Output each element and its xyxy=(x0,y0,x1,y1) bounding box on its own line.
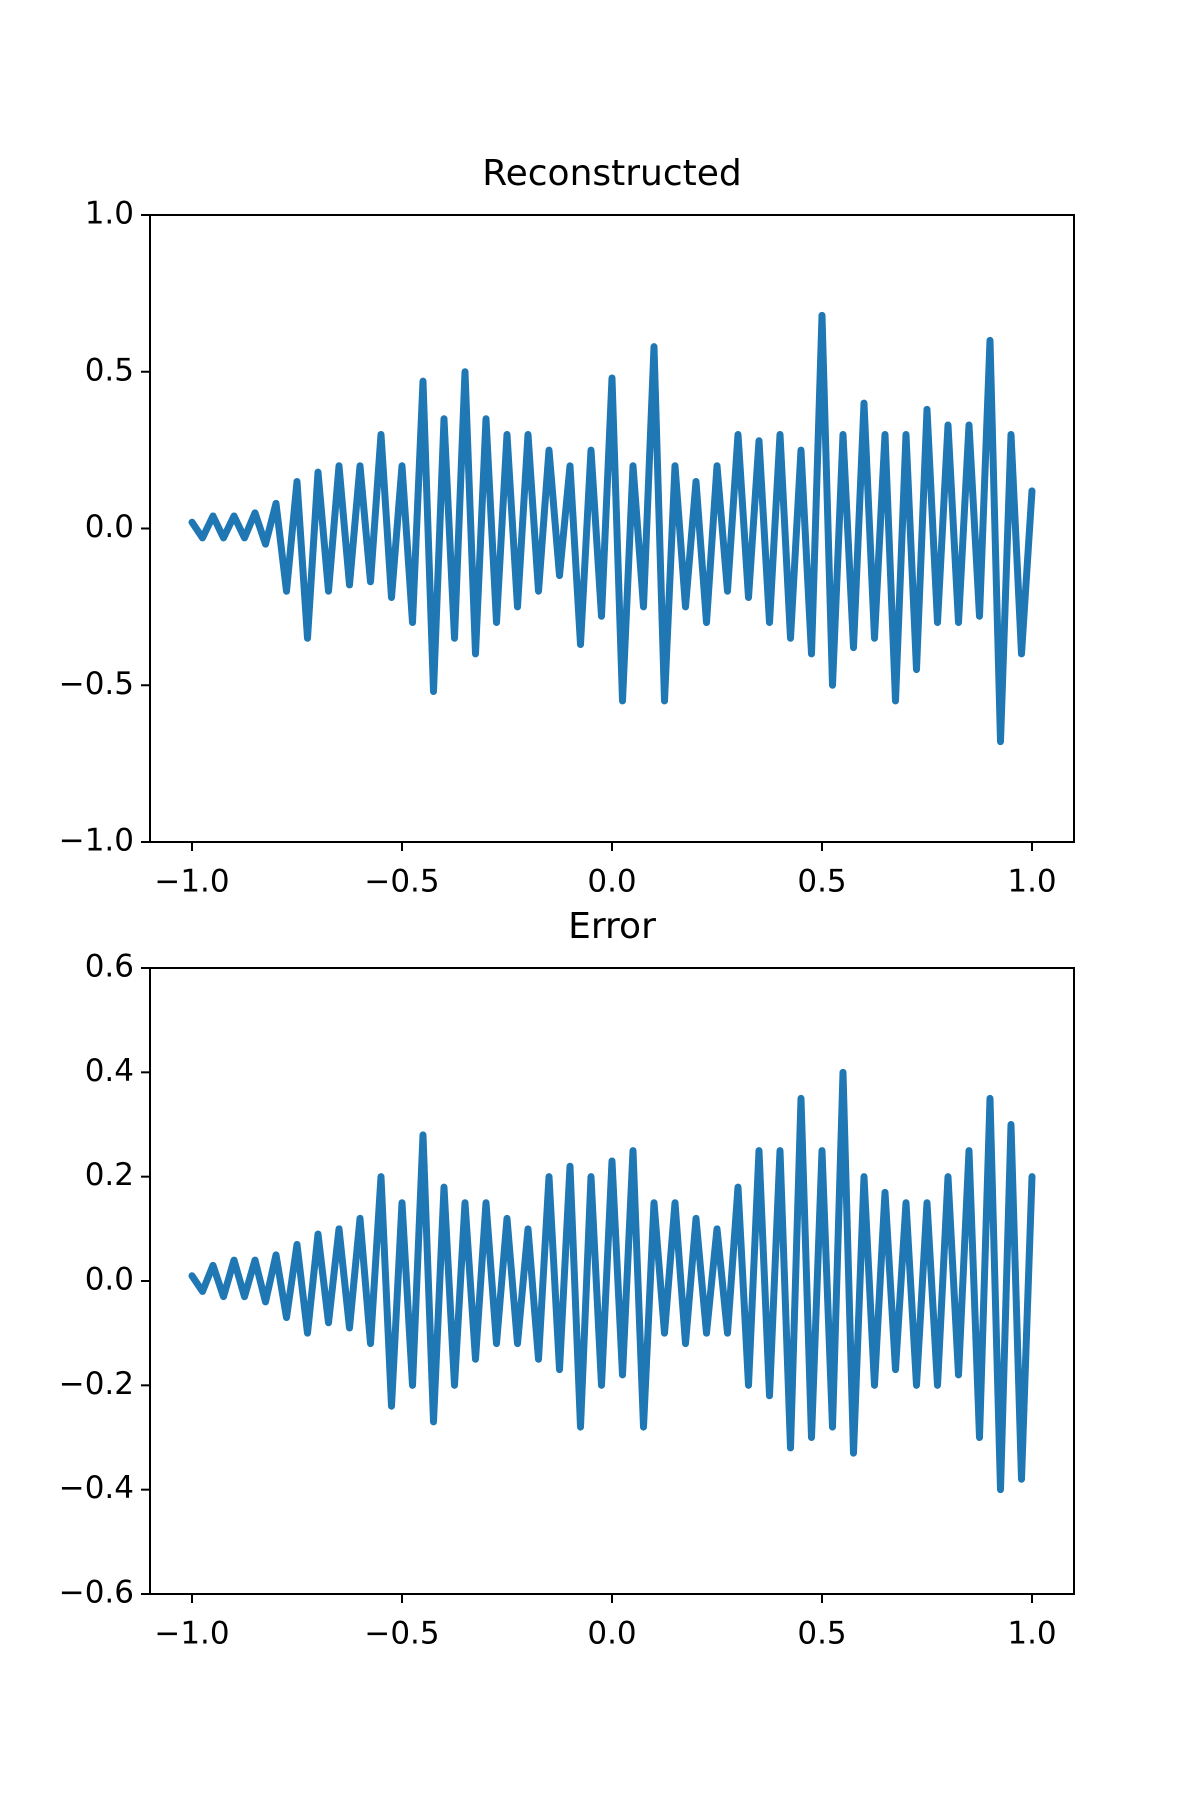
x-tick-label: 1.0 xyxy=(1007,864,1056,900)
data-line xyxy=(188,311,1036,746)
x-tick-label: −1.0 xyxy=(154,864,229,900)
y-tick-label: 0.0 xyxy=(85,1262,134,1298)
y-tick-label: −0.5 xyxy=(59,666,134,702)
y-tick-label: 0.6 xyxy=(85,949,134,985)
y-tick-label: 0.0 xyxy=(85,509,134,545)
y-tick-label: −0.4 xyxy=(59,1470,134,1506)
x-tick-label: 0.5 xyxy=(797,1616,846,1652)
y-tick-label: 0.5 xyxy=(85,352,134,388)
chart-title: Reconstructed xyxy=(482,153,742,194)
y-tick-label: 0.2 xyxy=(85,1157,134,1193)
data-line xyxy=(188,1068,1036,1494)
y-tick-label: −0.6 xyxy=(59,1575,134,1611)
y-tick-label: −1.0 xyxy=(59,823,134,859)
y-tick-label: 1.0 xyxy=(85,196,134,232)
chart-title: Error xyxy=(568,906,656,947)
x-tick-label: 0.5 xyxy=(797,864,846,900)
y-tick-label: −0.2 xyxy=(59,1366,134,1402)
x-tick-label: −0.5 xyxy=(364,864,439,900)
x-tick-label: 0.0 xyxy=(587,1616,636,1652)
y-tick-label: 0.4 xyxy=(85,1053,134,1089)
x-tick-label: −1.0 xyxy=(154,1616,229,1652)
x-tick-label: 0.0 xyxy=(587,864,636,900)
x-tick-label: 1.0 xyxy=(1007,1616,1056,1652)
x-tick-label: −0.5 xyxy=(364,1616,439,1652)
